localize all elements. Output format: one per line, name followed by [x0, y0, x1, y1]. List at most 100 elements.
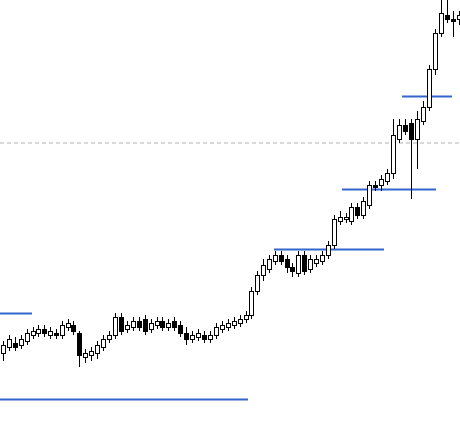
candle-body-bear [119, 317, 124, 332]
candle-body-bull [439, 13, 444, 34]
candle-49 [290, 263, 295, 277]
candle-body-bear [184, 333, 189, 340]
candle-28 [166, 319, 171, 331]
candle-body-bull [232, 321, 237, 326]
candle-body-bull [255, 275, 260, 292]
candle-body-bear [42, 329, 47, 334]
candle-34 [202, 331, 207, 343]
candle-body-bull [385, 173, 390, 182]
candle-body-bear [54, 333, 59, 336]
candle-69 [409, 119, 414, 199]
candle-51 [302, 251, 307, 275]
candle-55 [326, 241, 331, 259]
candle-21 [125, 321, 130, 333]
candle-body-bull [25, 333, 30, 342]
candle-37 [220, 321, 225, 333]
candle-20 [119, 313, 124, 335]
candle-36 [214, 323, 219, 339]
candle-body-bull [361, 201, 366, 216]
candle-44 [261, 259, 266, 281]
candle-body-bull [308, 259, 313, 270]
candle-5 [31, 327, 36, 339]
candle-body-bull [415, 119, 420, 140]
candle-body-bull [214, 327, 219, 336]
candle-63 [373, 181, 378, 191]
candle-body-bear [445, 15, 450, 20]
candle-10 [60, 321, 65, 339]
candle-14 [83, 349, 88, 363]
candle-body-bear [285, 259, 290, 268]
candle-39 [232, 317, 237, 329]
candle-body-bull [107, 335, 112, 340]
candle-body-bear [373, 185, 378, 188]
candle-body-bull [273, 255, 278, 262]
candle-body-bull [196, 333, 201, 338]
candle-24 [143, 315, 148, 335]
candle-body-bear [279, 255, 284, 262]
candle-46 [273, 251, 278, 265]
candle-18 [107, 331, 112, 343]
candle-68 [403, 119, 408, 135]
candle-33 [196, 329, 201, 341]
candle-35 [208, 331, 213, 343]
candle-body-bull [332, 219, 337, 246]
candle-52 [308, 255, 313, 273]
candle-body-bull [367, 185, 372, 206]
candle-body-bull [36, 329, 41, 334]
candles [1, 0, 460, 367]
candle-16 [95, 341, 100, 359]
candle-75 [445, 0, 450, 23]
candle-2 [13, 337, 18, 351]
candle-body-bull [427, 69, 432, 108]
candle-3 [19, 335, 24, 349]
candle-body-bull [48, 331, 53, 336]
candle-61 [361, 197, 366, 219]
candle-body-bull [261, 265, 266, 276]
candle-22 [131, 317, 136, 331]
candle-1 [7, 335, 12, 351]
candle-body-bear [160, 321, 165, 328]
candle-11 [66, 319, 71, 331]
candle-body-bull [131, 321, 136, 328]
candle-71 [421, 101, 426, 125]
candle-body-bear [403, 125, 408, 132]
candle-26 [155, 317, 160, 329]
candle-body-bull [95, 345, 100, 354]
candle-12 [71, 321, 76, 335]
candle-body-bear [71, 325, 76, 332]
candle-body-bear [178, 325, 183, 334]
candle-body-bull [421, 107, 426, 122]
candle-body-bear [172, 321, 177, 328]
candle-body-bull [101, 339, 106, 348]
candle-73 [433, 29, 438, 75]
candle-body-bull [249, 291, 254, 316]
candle-body-bull [220, 325, 225, 330]
candle-66 [391, 119, 396, 179]
candle-body-bear [451, 19, 456, 22]
candle-59 [349, 203, 354, 225]
candle-4 [25, 329, 30, 345]
candle-67 [397, 119, 402, 143]
candle-38 [226, 319, 231, 331]
candle-body-bear [290, 267, 295, 272]
candle-48 [285, 255, 290, 273]
candle-54 [320, 251, 325, 265]
candle-body-bull [267, 259, 272, 270]
candle-13 [77, 331, 82, 367]
candle-body-bull [338, 217, 343, 222]
candle-body-bull [244, 315, 249, 320]
candle-body-bear [202, 335, 207, 340]
candle-0 [1, 341, 6, 361]
candle-31 [184, 327, 189, 345]
candle-7 [42, 325, 47, 337]
candle-body-bull [1, 345, 6, 354]
candle-body-bull [125, 325, 130, 330]
candle-45 [267, 255, 272, 273]
candle-body-bull [31, 331, 36, 336]
candle-body-bull [238, 319, 243, 324]
candle-body-bull [326, 245, 331, 256]
candle-65 [385, 169, 390, 185]
candle-body-bull [226, 323, 231, 328]
